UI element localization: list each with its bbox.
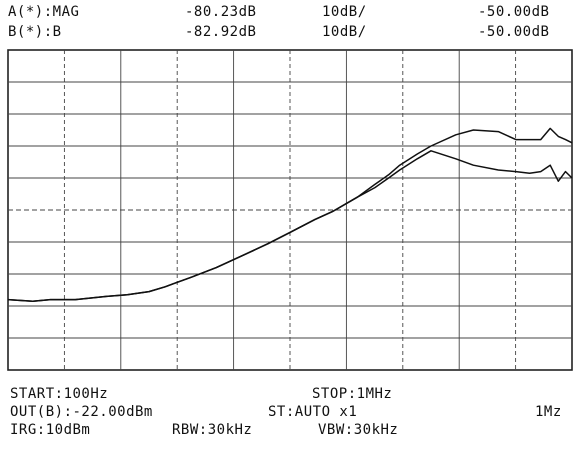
trace-b-line <box>7 150 573 302</box>
trace-a-label: A(*):MAG <box>8 4 80 20</box>
trace-a-scale: 10dB/ <box>322 4 367 20</box>
trace-plot <box>7 49 573 371</box>
input-range: IRG:10dBm <box>10 422 91 438</box>
start-frequency: START:100Hz <box>10 386 109 402</box>
video-bandwidth: VBW:30kHz <box>318 422 399 438</box>
stop-frequency: STOP:1MHz <box>312 386 393 402</box>
analyzer-display <box>7 49 573 371</box>
trace-b-marker-value: -82.92dB <box>185 24 257 40</box>
sweep-time: ST:AUTO x1 <box>268 404 358 420</box>
trace-b-label: B(*):B <box>8 24 62 40</box>
output-level: OUT(B):-22.00dBm <box>10 404 153 420</box>
trace-a-reference-level: -50.00dB <box>478 4 550 20</box>
resolution-bandwidth: RBW:30kHz <box>172 422 253 438</box>
trace-b-scale: 10dB/ <box>322 24 367 40</box>
trace-b-reference-level: -50.00dB <box>478 24 550 40</box>
trace-a-marker-value: -80.23dB <box>185 4 257 20</box>
marker-frequency: 1Mz <box>535 404 562 420</box>
